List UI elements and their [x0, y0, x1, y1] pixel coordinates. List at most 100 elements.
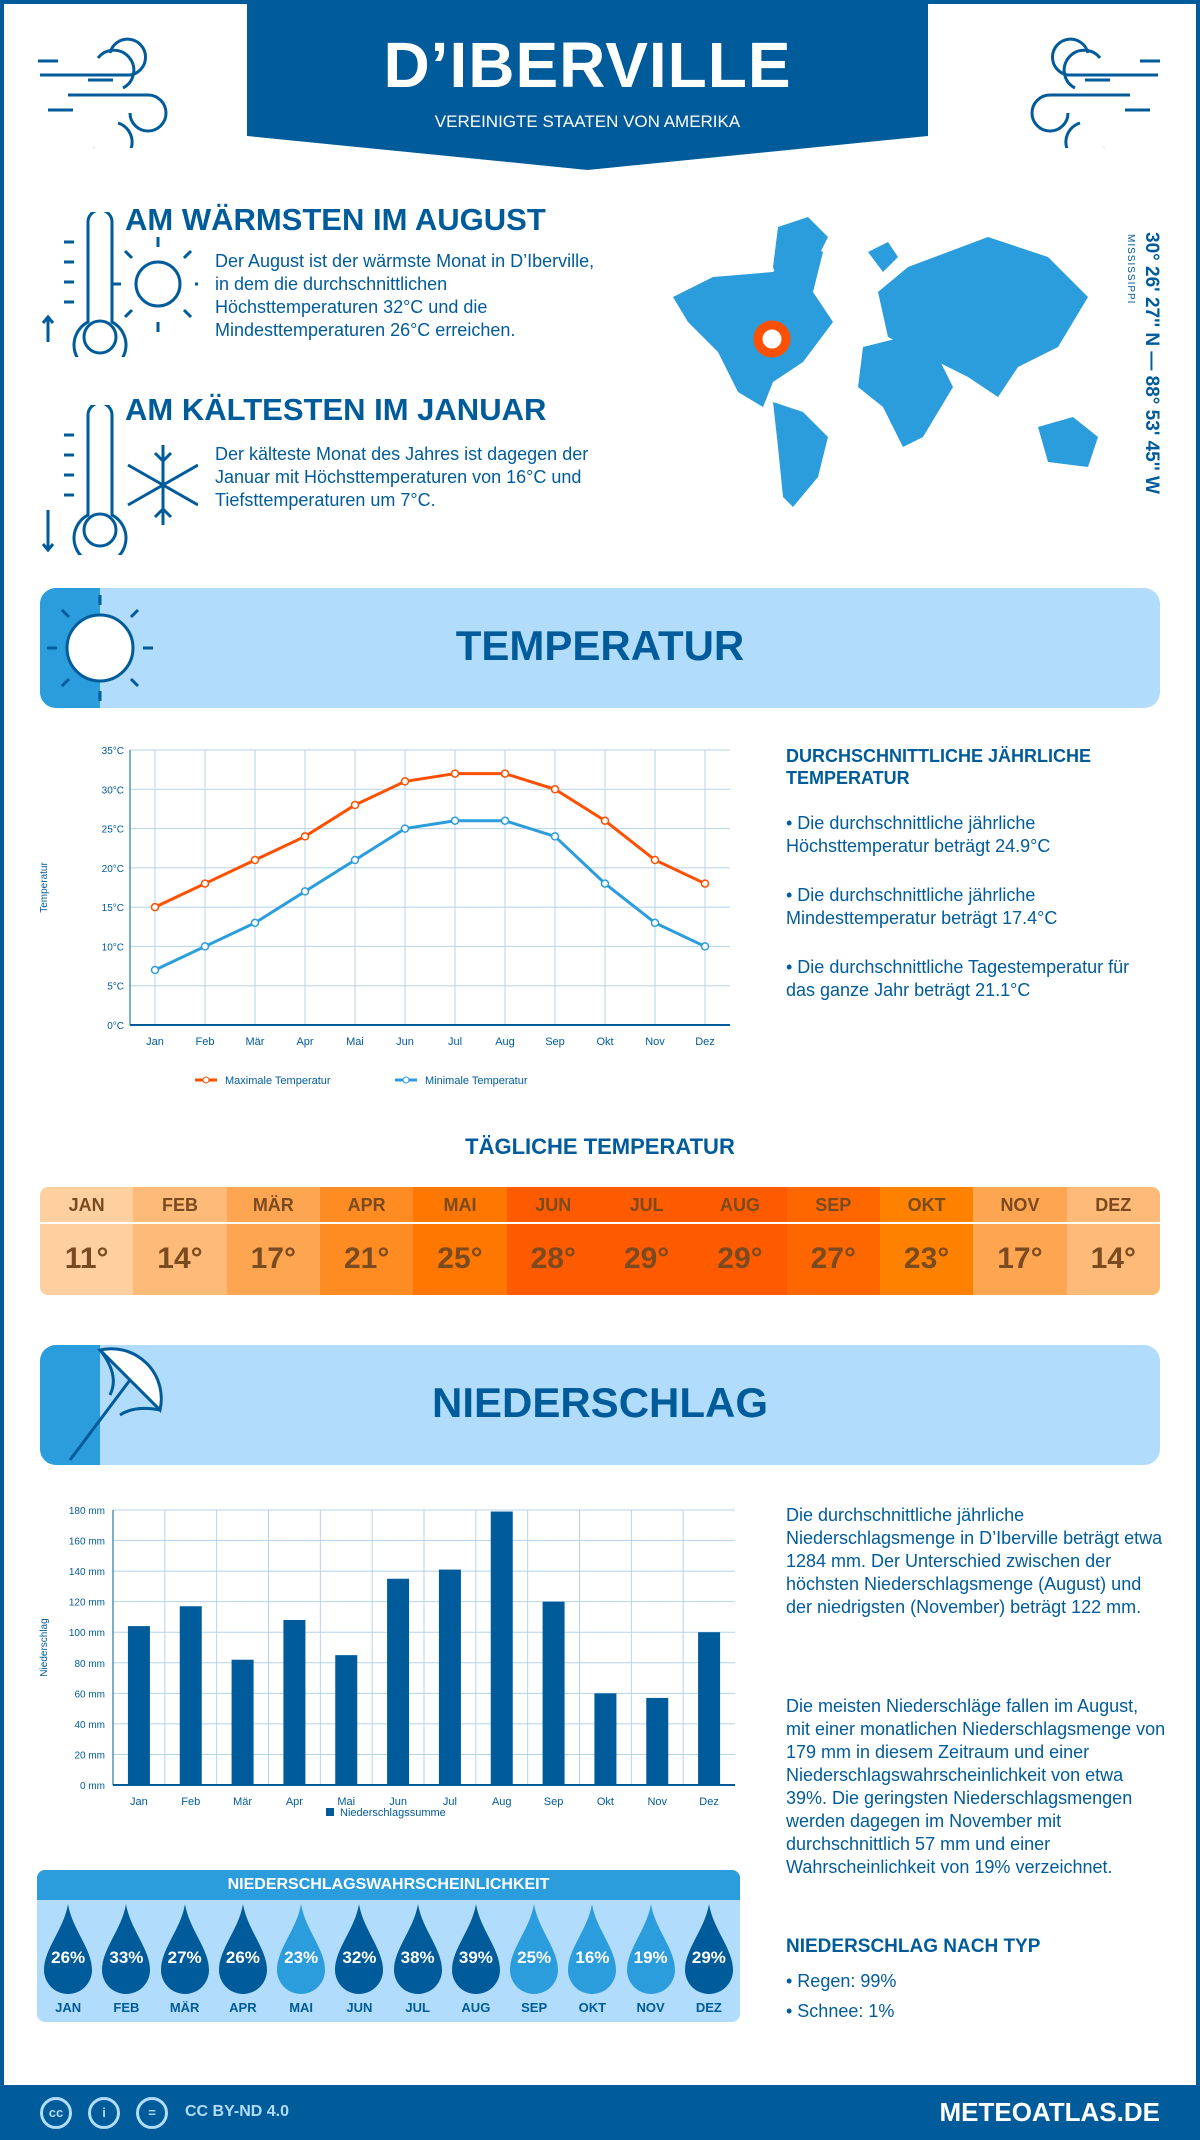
- footer: cc i = CC BY-ND 4.0 METEOATLAS.DE: [0, 2085, 1200, 2140]
- raindrop-icon: [335, 1904, 384, 1994]
- precip-prob-dez: 29% DEZ: [680, 1904, 738, 2022]
- data-point: [300, 887, 310, 896]
- month-label: AUG: [461, 2000, 491, 2015]
- x-tick-label: Mär: [233, 1796, 252, 1808]
- data-point: [500, 816, 510, 825]
- month-label: SEP: [521, 2000, 548, 2015]
- month-label: JAN: [55, 2000, 82, 2015]
- x-tick-label: Mai: [337, 1796, 355, 1808]
- y-tick-label: 40 mm: [74, 1720, 105, 1731]
- x-tick-label: Dez: [699, 1796, 719, 1808]
- prob-value: 32%: [342, 1948, 377, 1967]
- temp-value: 27°: [810, 1242, 856, 1275]
- daily-temp-apr: APR 21°: [319, 1187, 414, 1295]
- x-tick-label: Nov: [645, 1036, 665, 1048]
- bar-mai: [335, 1655, 358, 1785]
- brand-link[interactable]: METEOATLAS.DE: [939, 2097, 1160, 2127]
- warmest-title: AM WÄRMSTEN IM AUGUST: [125, 202, 546, 237]
- raindrop-icon: [44, 1904, 92, 1994]
- license-label[interactable]: CC BY-ND 4.0: [185, 2103, 290, 2120]
- month-label: MAI: [289, 2000, 314, 2015]
- daily-temp-mär: MÄR 17°: [226, 1187, 320, 1295]
- thermometer-cold-icon: [41, 405, 198, 555]
- daily-temp-sep: SEP 27°: [786, 1187, 880, 1295]
- legend-marker: [402, 1076, 410, 1084]
- x-tick-label: Apr: [296, 1036, 313, 1048]
- prob-value: 16%: [575, 1948, 610, 1967]
- precip-prob-mär: 27% MÄR: [156, 1904, 214, 2022]
- month-label: DEZ: [1066, 1187, 1160, 1224]
- precip-type-rain: • Regen: 99%: [786, 1971, 897, 1991]
- daily-temp-title: TÄGLICHE TEMPERATUR: [465, 1134, 735, 1159]
- month-label: JUL: [599, 1187, 694, 1224]
- x-tick-label: Okt: [596, 1036, 613, 1048]
- raindrop-icon: [568, 1904, 617, 1994]
- y-tick-label: 5°C: [107, 982, 124, 993]
- temp-value: 28°: [530, 1242, 576, 1275]
- data-point: [250, 918, 260, 928]
- bar-jul: [438, 1569, 461, 1785]
- coldest-text: Der kälteste Monat des Jahres ist dagege…: [215, 444, 589, 510]
- daily-temp-aug: AUG 29°: [693, 1187, 787, 1295]
- bar-okt: [594, 1693, 617, 1785]
- prob-value: 38%: [400, 1948, 435, 1967]
- month-label: JUN: [506, 1187, 600, 1224]
- precip-title: NIEDERSCHLAG: [431, 1379, 769, 1426]
- cc-icon: cc: [40, 2097, 72, 2129]
- daily-temp-nov: NOV 17°: [973, 1187, 1067, 1295]
- precip-text-1: Die durchschnittliche jährliche Niedersc…: [786, 1505, 1163, 1617]
- data-point: [650, 918, 660, 928]
- prob-value: 26%: [51, 1948, 86, 1967]
- month-label: JAN: [40, 1187, 134, 1224]
- bar-dez: [698, 1632, 721, 1785]
- data-point: [600, 879, 610, 888]
- y-tick-label: 25°C: [102, 825, 124, 836]
- temp-value: 17°: [997, 1242, 1043, 1275]
- x-tick-label: Nov: [647, 1796, 667, 1808]
- raindrop-icon: [277, 1904, 325, 1994]
- y-tick-label: 0°C: [107, 1021, 124, 1032]
- data-point: [550, 785, 560, 794]
- y-tick-label: 20°C: [102, 864, 124, 875]
- data-point: [700, 879, 710, 888]
- y-tick-label: 160 mm: [69, 1537, 105, 1548]
- daily-temp-strip: JAN 11° FEB 14° MÄR 17° APR 21° MAI 25° JUN 28° JUL 2…: [40, 1187, 1160, 1295]
- series-line: [154, 772, 706, 909]
- temp-value: 29°: [717, 1242, 763, 1275]
- data-point: [300, 832, 310, 841]
- data-point: [200, 879, 210, 888]
- prob-value: 39%: [458, 1948, 493, 1967]
- data-point: [700, 942, 710, 951]
- raindrop-icon: [393, 1904, 442, 1994]
- temperature-title: TEMPERATUR: [455, 622, 745, 669]
- y-tick-label: 35°C: [102, 746, 124, 757]
- precip-prob-sep: 25% SEP: [505, 1904, 563, 2022]
- bar-jun: [387, 1578, 410, 1785]
- temp-value: 17°: [250, 1242, 296, 1275]
- y-tick-label: 180 mm: [69, 1506, 105, 1517]
- prob-value: 29%: [691, 1948, 726, 1967]
- month-label: FEB: [133, 1187, 227, 1224]
- daily-temp-okt: OKT 23°: [879, 1187, 974, 1295]
- x-tick-label: Mär: [246, 1036, 265, 1048]
- precip-prob-jul: 38% JUL: [389, 1904, 447, 2022]
- coordinates: 30° 26' 27'' N — 88° 53' 45'' W: [1141, 232, 1162, 494]
- prob-value: 25%: [517, 1948, 552, 1967]
- data-point: [400, 824, 410, 833]
- y-tick-label: 15°C: [102, 903, 124, 914]
- month-label: JUN: [346, 2000, 373, 2015]
- temp-value: 11°: [64, 1242, 109, 1275]
- thermometer-warm-icon: [41, 212, 198, 357]
- wind-icon-right: [1030, 37, 1160, 148]
- x-tick-label: Jun: [389, 1796, 407, 1808]
- data-point: [650, 855, 660, 865]
- precip-type-snow: • Schnee: 1%: [786, 2001, 895, 2021]
- x-tick-label: Jun: [396, 1036, 414, 1048]
- bar-jan: [127, 1626, 150, 1785]
- month-label: AUG: [693, 1187, 787, 1224]
- precip-prob-nov: 19% NOV: [622, 1904, 680, 2022]
- y-tick-label: 100 mm: [69, 1628, 105, 1639]
- bar-nov: [646, 1697, 669, 1785]
- x-tick-label: Feb: [196, 1036, 215, 1048]
- annual-temp-title: DURCHSCHNITTLICHE JÄHRLICHE TEMPERATUR: [786, 746, 1091, 788]
